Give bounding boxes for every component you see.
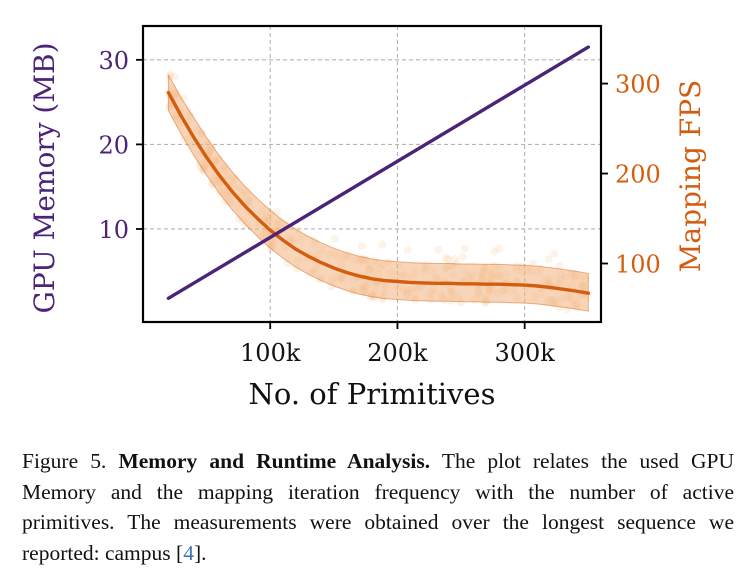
scatter-point: [495, 244, 504, 253]
scatter-point: [166, 72, 175, 81]
scatter-point: [555, 261, 564, 270]
memory-line: [166, 45, 590, 300]
y-right-tick-label: 300: [615, 71, 661, 99]
scatter-point: [434, 245, 443, 254]
x-axis-label: No. of Primitives: [249, 377, 496, 411]
y-left-tick-label: 20: [98, 131, 129, 159]
figure-label: Figure 5.: [22, 449, 107, 473]
x-tick-label: 300k: [494, 339, 555, 367]
scatter-point: [403, 245, 412, 254]
scatter-point: [443, 255, 452, 264]
y-right-tick-label: 200: [615, 161, 661, 189]
scatter-point: [450, 255, 459, 264]
scatter-point: [544, 255, 553, 264]
scatter-point: [458, 253, 467, 262]
scatter-point: [529, 259, 538, 268]
scatter-point: [460, 244, 469, 253]
scatter-point: [378, 240, 387, 249]
figure-caption: Figure 5. Memory and Runtime Analysis. T…: [22, 446, 734, 568]
scatter-point: [357, 241, 366, 250]
caption-text: The plot relates the used GPU Memory and…: [22, 449, 734, 565]
y-left-tick-label: 10: [98, 216, 129, 244]
x-tick-label: 200k: [367, 339, 428, 367]
ticks: 100k 200k 300k 10 20 30 100 200 300: [98, 47, 660, 367]
y-axis-label-right: Mapping FPS: [674, 80, 707, 272]
series-lines: [166, 45, 590, 300]
y-left-tick-label: 30: [98, 47, 129, 75]
scatter-point: [165, 70, 174, 79]
chart: 100k 200k 300k 10 20 30 100 200 300 No. of Primi…: [28, 24, 707, 411]
caption-end: ].: [193, 540, 207, 565]
scatter-point: [272, 207, 281, 216]
caption-title: Memory and Runtime Analysis.: [118, 449, 431, 473]
x-tick-label: 100k: [240, 339, 301, 367]
scatter-point: [441, 253, 450, 262]
fps-line: [166, 90, 590, 295]
scatter-point: [550, 249, 559, 258]
y-right-tick-label: 100: [615, 251, 661, 279]
scatter-point: [490, 247, 499, 256]
citation-link[interactable]: 4: [183, 540, 194, 565]
y-axis-label-left: GPU Memory (MB): [28, 42, 61, 313]
scatter-point: [330, 234, 339, 243]
scatter-point: [170, 72, 179, 81]
